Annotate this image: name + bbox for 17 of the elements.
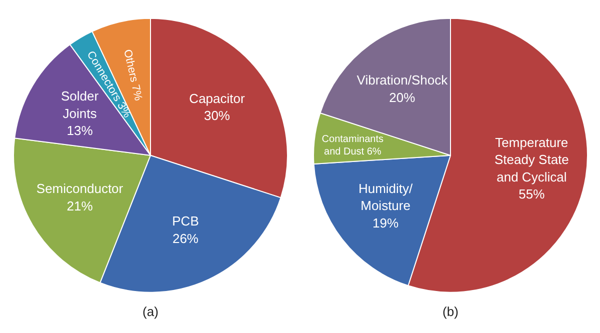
data-label: 19% (372, 215, 400, 230)
data-label: 21% (66, 198, 94, 214)
data-label: 30% (204, 108, 230, 124)
slice-label: Semiconductor (36, 181, 124, 196)
slice-label: Capacitor (189, 90, 246, 106)
slice-label: Vibration/Shock (356, 72, 448, 88)
text: (b) (442, 304, 458, 320)
data-label: 26% (172, 230, 199, 246)
data-label: 55% (518, 186, 546, 202)
slice-label: Others 7% (121, 48, 144, 102)
data-label: 13% (66, 123, 94, 138)
slice-label: Temperature Steady State and Cyclical (494, 134, 569, 184)
data-label: 20% (389, 90, 416, 105)
text: (a) (142, 304, 158, 320)
slice-label: PCB (172, 214, 199, 229)
slice-label: Humidity/ Moisture (358, 180, 414, 214)
slice-label: Contaminants and Dust 6% (322, 134, 384, 158)
